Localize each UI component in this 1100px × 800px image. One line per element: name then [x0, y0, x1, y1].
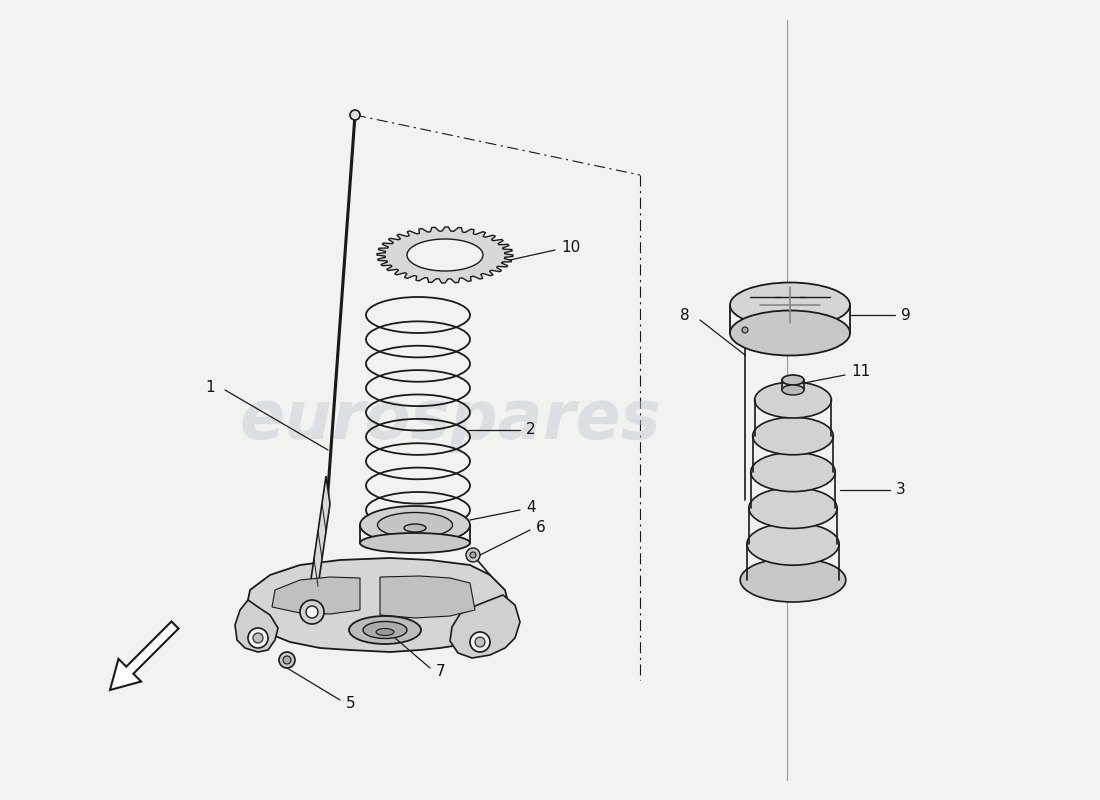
Ellipse shape — [751, 452, 835, 491]
Polygon shape — [310, 476, 330, 614]
Polygon shape — [450, 595, 520, 658]
Ellipse shape — [730, 310, 850, 355]
Text: 6: 6 — [536, 519, 546, 534]
Ellipse shape — [360, 506, 470, 544]
Circle shape — [470, 632, 490, 652]
Polygon shape — [379, 576, 475, 618]
Ellipse shape — [363, 622, 407, 638]
Ellipse shape — [376, 629, 394, 635]
Circle shape — [253, 633, 263, 643]
Text: eurospares: eurospares — [240, 387, 661, 453]
Circle shape — [279, 652, 295, 668]
Text: 2: 2 — [526, 422, 536, 438]
Circle shape — [300, 600, 324, 624]
Polygon shape — [377, 227, 513, 283]
Ellipse shape — [404, 524, 426, 532]
Ellipse shape — [349, 616, 421, 644]
Circle shape — [248, 628, 268, 648]
Circle shape — [470, 552, 476, 558]
Ellipse shape — [747, 523, 839, 565]
Ellipse shape — [755, 382, 832, 418]
Polygon shape — [328, 110, 355, 495]
Text: 8: 8 — [681, 307, 690, 322]
Ellipse shape — [377, 513, 452, 538]
Circle shape — [739, 324, 751, 336]
Ellipse shape — [782, 385, 804, 395]
Text: 3: 3 — [896, 482, 905, 498]
Text: 4: 4 — [526, 501, 536, 515]
Text: 5: 5 — [346, 695, 355, 710]
Circle shape — [466, 548, 480, 562]
Ellipse shape — [749, 488, 837, 528]
Polygon shape — [248, 558, 510, 652]
Ellipse shape — [782, 375, 804, 385]
Polygon shape — [272, 577, 360, 614]
Polygon shape — [235, 600, 278, 652]
Text: 11: 11 — [851, 365, 870, 379]
Circle shape — [475, 637, 485, 647]
Text: 7: 7 — [436, 663, 446, 678]
Ellipse shape — [730, 282, 850, 327]
Text: 10: 10 — [561, 241, 581, 255]
Polygon shape — [407, 239, 483, 271]
Circle shape — [283, 656, 292, 664]
Ellipse shape — [752, 418, 834, 454]
Ellipse shape — [740, 558, 846, 602]
Ellipse shape — [360, 533, 470, 553]
Circle shape — [742, 327, 748, 333]
Text: 9: 9 — [901, 307, 911, 322]
FancyArrow shape — [110, 622, 178, 690]
Text: 1: 1 — [206, 379, 214, 394]
Circle shape — [350, 110, 360, 120]
Circle shape — [306, 606, 318, 618]
